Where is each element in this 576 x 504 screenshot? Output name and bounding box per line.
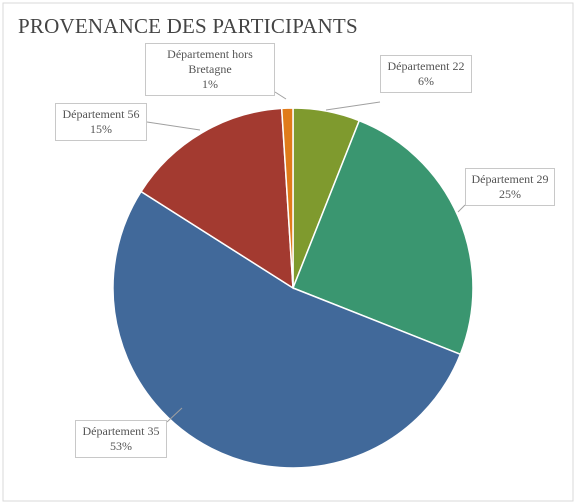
label-value: 25% [499, 187, 521, 201]
label-category: Département 29 [471, 172, 549, 186]
data-label: Département 22 6% [380, 55, 472, 93]
label-category: Département 35 [82, 424, 160, 438]
pie-slice [280, 107, 294, 289]
data-label: Département 56 15% [55, 103, 147, 141]
pie-slice [112, 190, 462, 469]
leader-line [274, 91, 287, 100]
label-value: 1% [202, 77, 218, 91]
label-category: Département hors Bretagne [167, 47, 253, 76]
label-category: Département 56 [62, 107, 140, 121]
label-value: 15% [90, 122, 112, 136]
pie-slice [139, 107, 294, 290]
data-label: Département hors Bretagne 1% [145, 43, 275, 96]
pie-slice [292, 119, 474, 356]
label-value: 6% [418, 74, 434, 88]
leader-line [146, 121, 201, 131]
chart-title: PROVENANCE DES PARTICIPANTS [18, 14, 358, 38]
label-category: Département 22 [387, 59, 465, 73]
label-value: 53% [110, 439, 132, 453]
leader-line [166, 407, 183, 423]
data-label: Département 29 25% [465, 168, 555, 206]
data-label: Département 35 53% [75, 420, 167, 458]
leader-line [325, 101, 381, 111]
leader-line [457, 204, 466, 213]
